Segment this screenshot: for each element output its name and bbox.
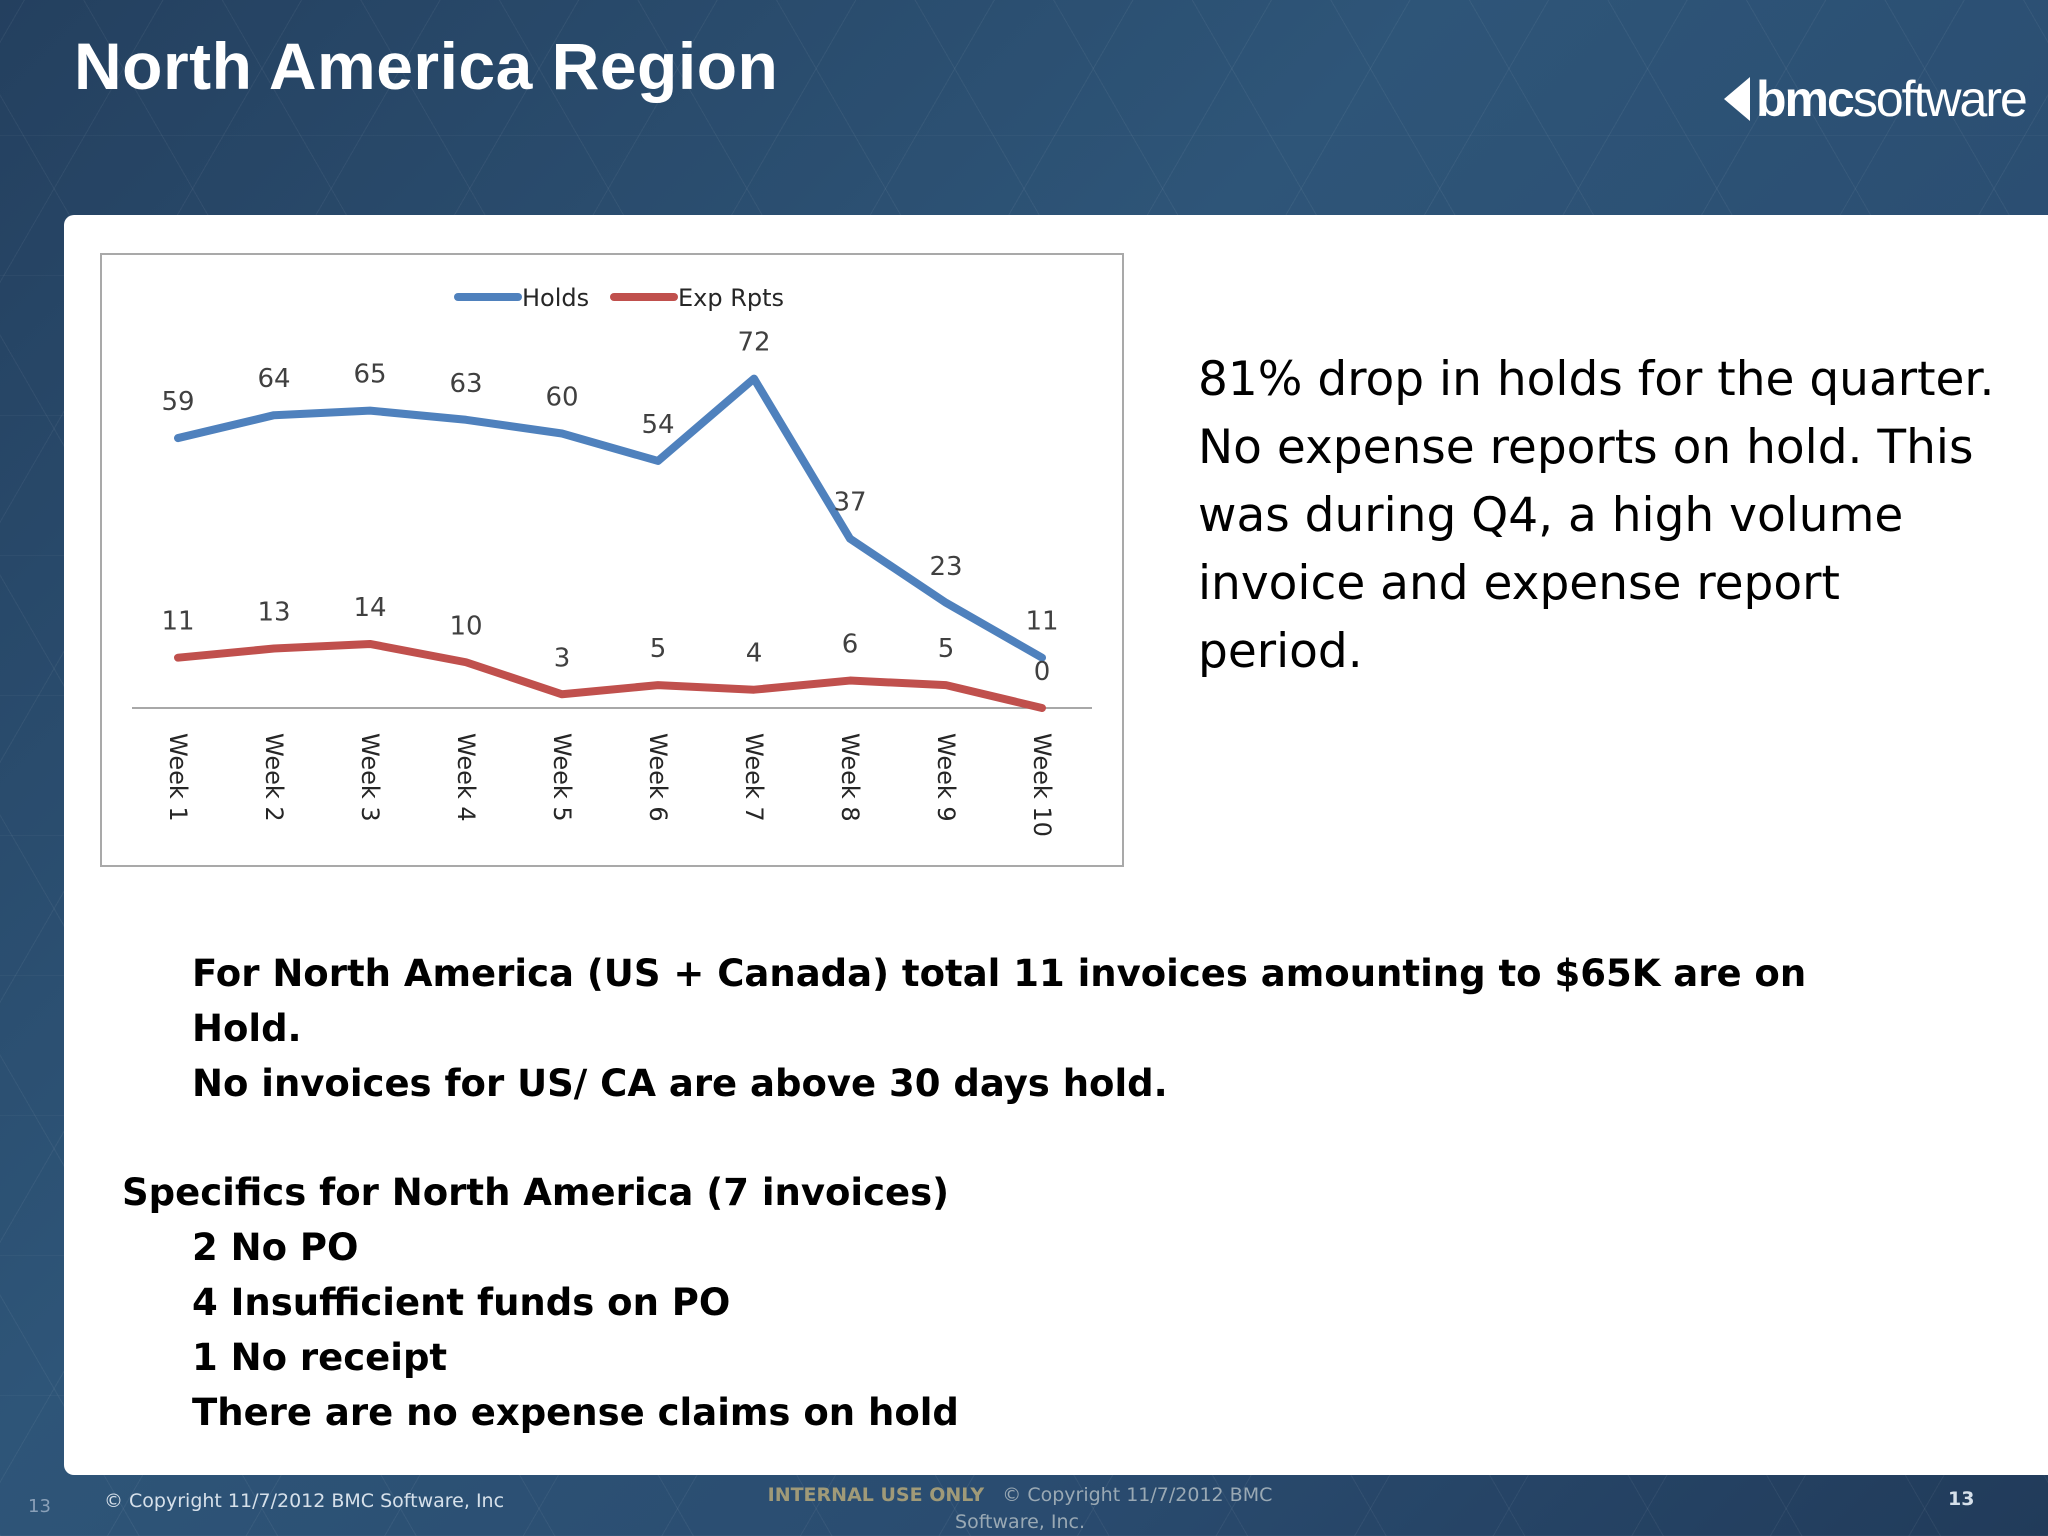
data-label: 63 [449, 369, 482, 399]
summary-line: period. [1198, 624, 1363, 679]
x-tick-label: Week 8 [836, 733, 864, 822]
data-label: 4 [746, 639, 763, 669]
data-label: 10 [449, 611, 482, 641]
summary-line: was during Q4, a high volume [1198, 488, 1904, 543]
internal-use-label: INTERNAL USE ONLY [767, 1484, 985, 1506]
x-tick-label: Week 7 [740, 733, 768, 822]
data-label: 65 [353, 360, 386, 390]
x-tick-label: Week 9 [932, 733, 960, 822]
specifics-item: 4 Insufficient funds on PO [192, 1281, 731, 1324]
data-label: 5 [650, 634, 667, 664]
details-line: No invoices for US/ CA are above 30 days… [192, 1062, 1168, 1105]
legend-label: Exp Rpts [678, 284, 784, 312]
summary-line: 81% drop in holds for the quarter. [1198, 352, 1995, 407]
x-tick-label: Week 4 [452, 733, 480, 822]
data-label: 54 [641, 410, 674, 440]
data-label: 11 [1025, 607, 1058, 637]
specifics-heading: Specifics for North America (7 invoices) [122, 1171, 950, 1214]
data-label: 37 [833, 488, 866, 518]
bmc-logo: bmcsoftware [1724, 70, 2028, 128]
x-tick-label: Week 10 [1028, 733, 1056, 837]
x-tick-label: Week 2 [260, 733, 288, 822]
footer-copyright: © Copyright 11/7/2012 BMC Software, Inc [104, 1490, 505, 1512]
data-label: 0 [1034, 657, 1051, 687]
data-label: 14 [353, 593, 386, 623]
data-label: 3 [554, 643, 571, 673]
data-label: 23 [929, 552, 962, 582]
bmc-logo-text: bmcsoftware [1756, 71, 2028, 127]
bmc-logo-icon [1724, 77, 1750, 121]
details-text: For North America (US + Canada) total 11… [122, 946, 1922, 1440]
specifics-item: 2 No PO [192, 1226, 359, 1269]
specifics-item: There are no expense claims on hold [192, 1391, 959, 1434]
footer-center-copyright: © Copyright 11/7/2012 BMC Software, Inc. [955, 1484, 1273, 1533]
data-label: 60 [545, 383, 578, 413]
x-tick-label: Week 1 [164, 733, 192, 822]
x-tick-label: Week 3 [356, 733, 384, 822]
footer-slide-number-left: 13 [28, 1496, 51, 1517]
series-line-holds [174, 374, 1046, 662]
x-tick-label: Week 6 [644, 733, 672, 822]
data-label: 13 [257, 598, 290, 628]
summary-line: invoice and expense report [1198, 556, 1840, 611]
summary-line: No expense reports on hold. This [1198, 420, 1974, 475]
data-label: 11 [161, 607, 194, 637]
specifics-item: 1 No receipt [192, 1336, 448, 1379]
holds-chart: 59 64 65 63 60 54 72 37 23 11 11 13 14 10 3 5 4 6 5 0 Week 1… [100, 253, 1124, 867]
footer-center: INTERNAL USE ONLY © Copyright 11/7/2012 … [720, 1482, 1320, 1536]
data-label: 64 [257, 364, 290, 394]
series-line-exp-rpts [174, 639, 1046, 712]
slide-title: North America Region [74, 29, 779, 103]
data-label: 59 [161, 387, 194, 417]
data-label: 5 [938, 634, 955, 664]
legend-label: Holds [522, 284, 589, 312]
x-tick-label: Week 5 [548, 733, 576, 822]
data-label: 6 [842, 630, 859, 660]
footer-slide-number-right: 13 [1948, 1488, 1975, 1510]
data-label: 72 [737, 328, 770, 358]
summary-text: 81% drop in holds for the quarter. No ex… [1198, 346, 2018, 686]
details-line: For North America (US + Canada) total 11… [192, 952, 1807, 1050]
